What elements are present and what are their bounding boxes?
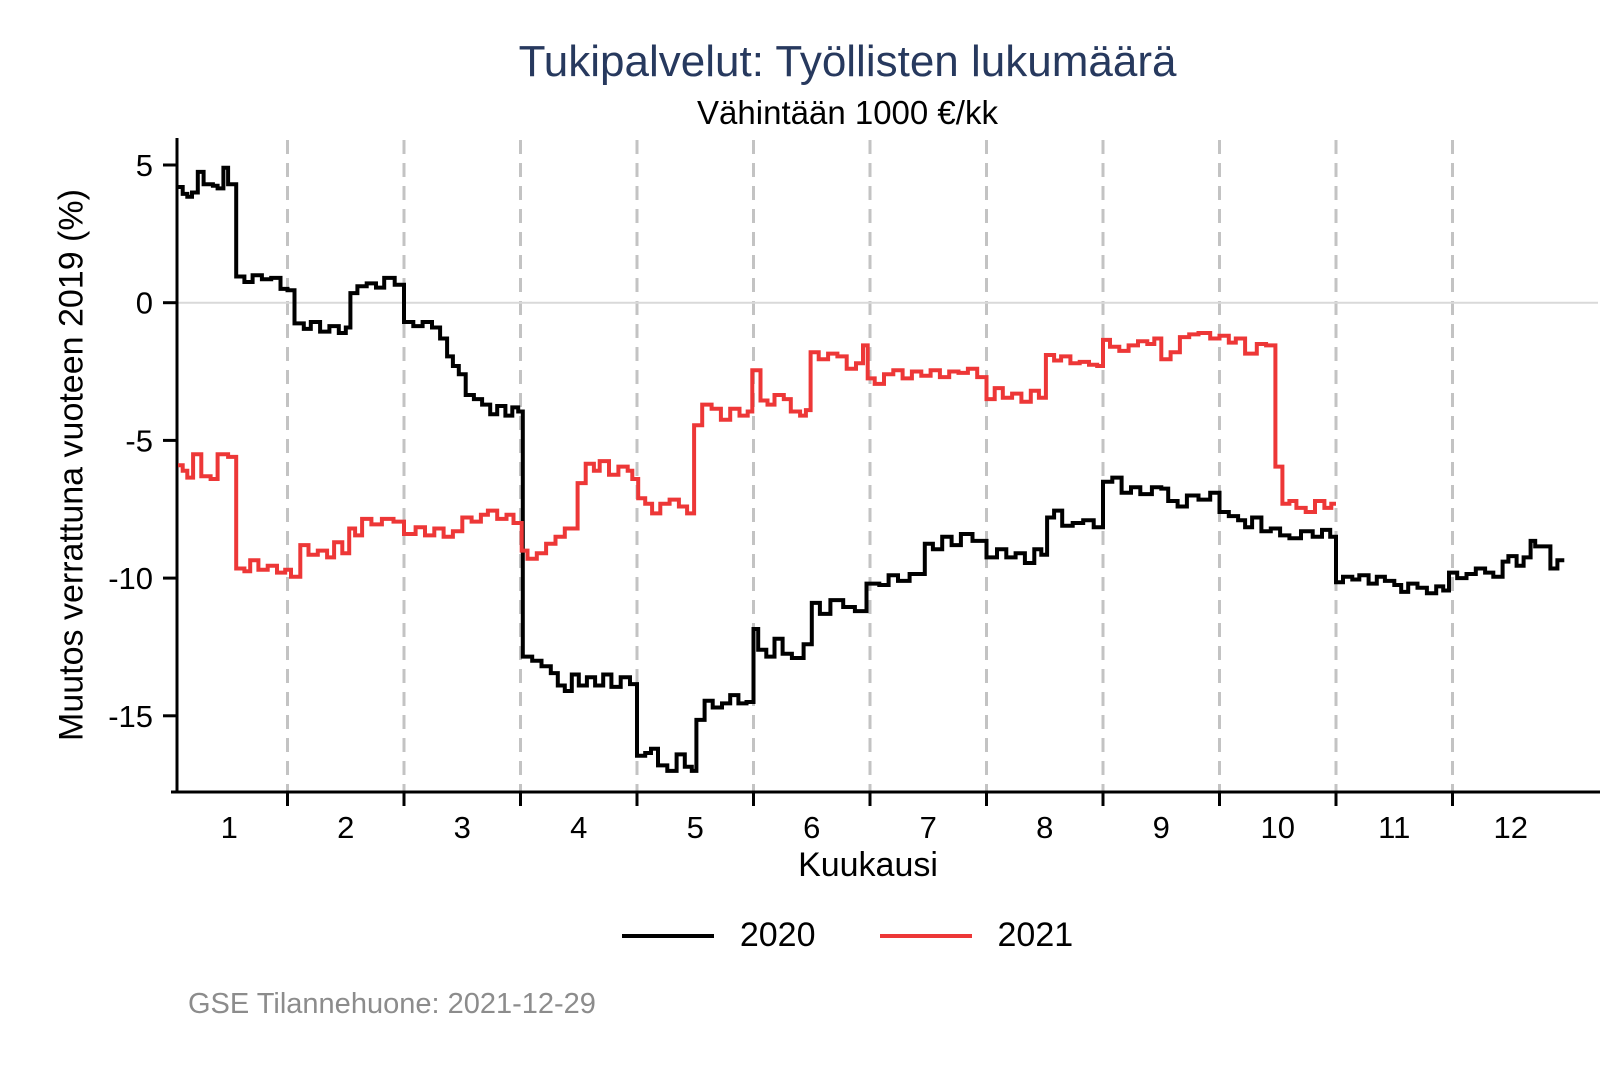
x-tick-label: 1	[221, 810, 238, 845]
y-tick-label: 5	[136, 148, 153, 183]
series-line-2020	[178, 165, 1565, 773]
chart-subtitle: Vähintään 1000 €/kk	[697, 94, 998, 132]
x-tick-label: 12	[1494, 810, 1528, 845]
x-tick-label: 6	[803, 810, 820, 845]
x-tick-label: 9	[1153, 810, 1170, 845]
legend-item-2021: 2021	[879, 916, 1074, 955]
legend-item-2020: 2020	[621, 916, 816, 955]
y-tick-label: -5	[125, 423, 153, 458]
y-tick-label: -10	[108, 561, 153, 596]
x-tick-label: 10	[1261, 810, 1295, 845]
x-tick-label: 5	[687, 810, 704, 845]
legend-line-swatch-2021	[879, 933, 972, 938]
x-axis-title: Kuukausi	[798, 846, 938, 884]
page-title: Tukipalvelut: Työllisten lukumäärä	[518, 37, 1177, 86]
y-tick-label: -15	[108, 699, 153, 734]
x-tick-label: 7	[920, 810, 937, 845]
source-note: GSE Tilannehuone: 2021-12-29	[188, 988, 596, 1020]
x-tick-label: 3	[454, 810, 471, 845]
y-tick-label: 0	[136, 286, 153, 321]
x-tick-label: 8	[1036, 810, 1053, 845]
x-tick-label: 11	[1378, 810, 1410, 845]
x-tick-label: 4	[570, 810, 587, 845]
legend-label-2020: 2020	[739, 916, 816, 954]
title-block: Tukipalvelut: Työllisten lukumäärä Vähin…	[0, 37, 1600, 134]
legend: 2020 2021	[0, 916, 1600, 955]
series-line-2021	[178, 331, 1336, 579]
x-tick-label: 2	[337, 810, 354, 845]
legend-label-2021: 2021	[997, 916, 1074, 954]
legend-line-swatch-2020	[621, 933, 714, 938]
